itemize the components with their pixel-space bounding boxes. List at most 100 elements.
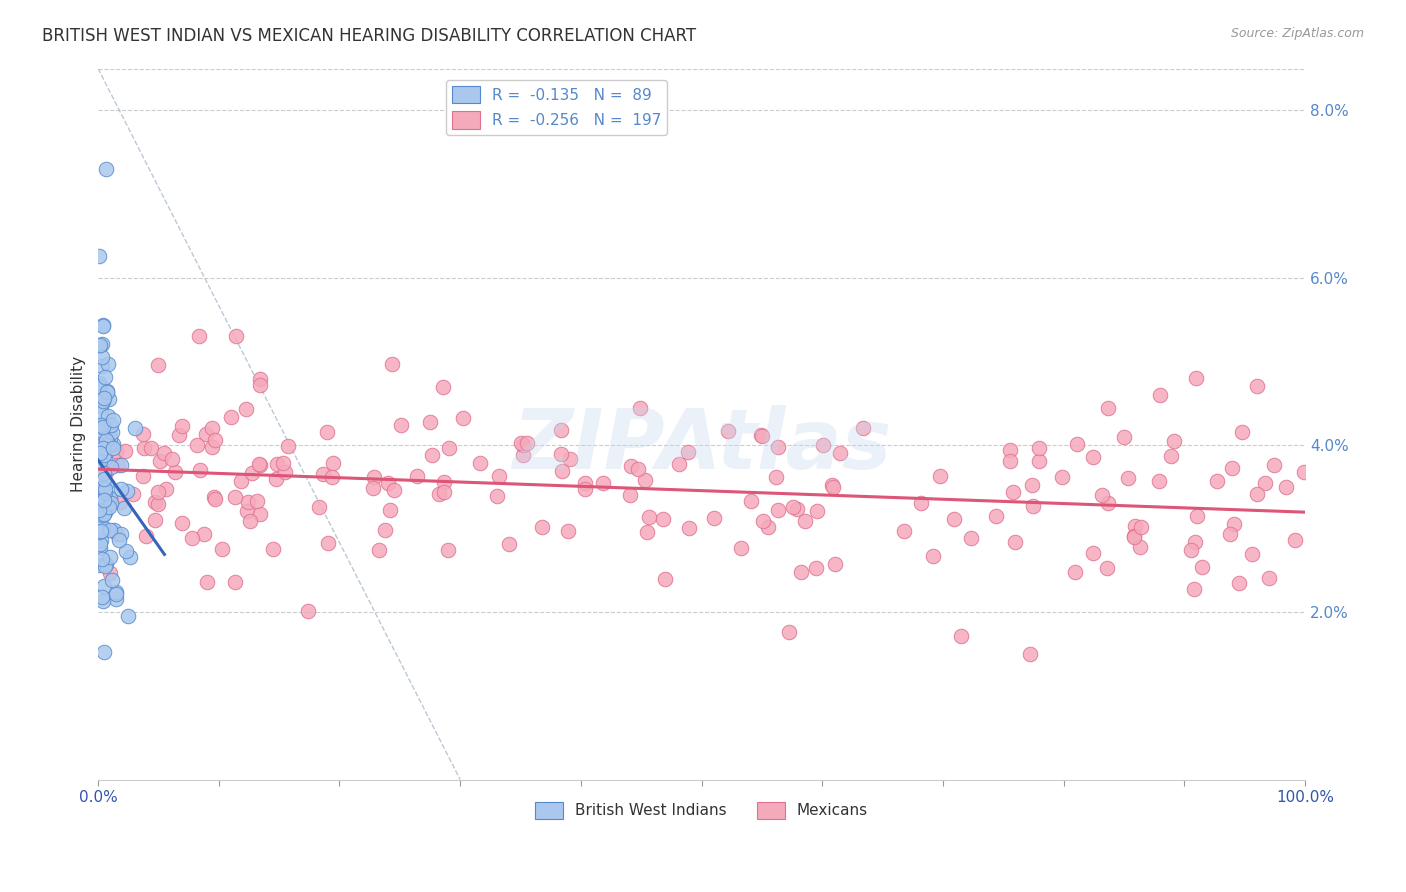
Point bbox=[89, 337, 111, 351]
Point bbox=[274, 466, 297, 480]
Point bbox=[620, 459, 643, 474]
Point bbox=[108, 495, 131, 509]
Point bbox=[219, 409, 242, 424]
Point bbox=[1163, 434, 1185, 448]
Point bbox=[751, 428, 773, 442]
Point bbox=[93, 508, 115, 522]
Point bbox=[488, 469, 510, 483]
Point bbox=[87, 504, 110, 518]
Point bbox=[91, 508, 114, 522]
Point bbox=[249, 507, 271, 521]
Point bbox=[101, 425, 124, 439]
Point bbox=[124, 421, 146, 435]
Point bbox=[112, 501, 135, 516]
Point bbox=[1097, 401, 1119, 416]
Point bbox=[90, 500, 112, 514]
Point bbox=[89, 454, 111, 468]
Point bbox=[1284, 533, 1306, 547]
Text: ZIPAtlas: ZIPAtlas bbox=[512, 405, 891, 486]
Point bbox=[97, 409, 120, 423]
Point bbox=[1095, 561, 1118, 575]
Point bbox=[806, 561, 828, 575]
Point bbox=[201, 420, 224, 434]
Point bbox=[110, 458, 132, 472]
Point bbox=[942, 512, 965, 526]
Point bbox=[297, 604, 319, 618]
Point bbox=[160, 451, 183, 466]
Point bbox=[100, 495, 122, 509]
Point bbox=[1097, 496, 1119, 510]
Point bbox=[224, 490, 246, 504]
Point bbox=[1275, 480, 1298, 494]
Point bbox=[96, 161, 118, 176]
Point bbox=[381, 358, 404, 372]
Point bbox=[765, 469, 787, 483]
Point bbox=[107, 458, 129, 473]
Point bbox=[1129, 540, 1152, 554]
Point bbox=[1187, 508, 1209, 523]
Point bbox=[949, 629, 972, 643]
Point bbox=[592, 476, 614, 491]
Point bbox=[94, 558, 117, 573]
Point bbox=[97, 438, 120, 452]
Point bbox=[98, 566, 121, 581]
Point bbox=[437, 441, 460, 455]
Point bbox=[89, 536, 111, 550]
Point bbox=[91, 359, 114, 373]
Point bbox=[498, 537, 520, 551]
Point bbox=[419, 415, 441, 429]
Point bbox=[240, 466, 263, 480]
Point bbox=[132, 427, 155, 442]
Point bbox=[998, 454, 1021, 468]
Point bbox=[91, 441, 114, 455]
Point bbox=[1112, 430, 1135, 444]
Point bbox=[98, 549, 121, 564]
Point bbox=[510, 436, 533, 450]
Point bbox=[90, 424, 112, 438]
Point bbox=[93, 645, 115, 659]
Point bbox=[93, 492, 115, 507]
Point bbox=[211, 542, 233, 557]
Point bbox=[204, 491, 226, 506]
Point bbox=[1241, 547, 1264, 561]
Point bbox=[1263, 458, 1285, 473]
Point bbox=[94, 370, 117, 384]
Point bbox=[236, 495, 259, 509]
Point bbox=[1230, 425, 1253, 439]
Point bbox=[374, 523, 396, 537]
Point bbox=[1219, 526, 1241, 541]
Point bbox=[1122, 528, 1144, 542]
Point bbox=[117, 609, 139, 624]
Point bbox=[382, 483, 405, 497]
Point bbox=[1191, 560, 1213, 574]
Point bbox=[558, 452, 581, 467]
Point bbox=[638, 509, 661, 524]
Point bbox=[89, 491, 111, 505]
Point bbox=[433, 484, 456, 499]
Point bbox=[1180, 543, 1202, 558]
Point bbox=[101, 437, 124, 451]
Point bbox=[235, 402, 257, 417]
Point bbox=[277, 438, 299, 452]
Point bbox=[90, 524, 112, 538]
Point bbox=[668, 457, 690, 471]
Point bbox=[202, 491, 225, 505]
Point bbox=[195, 574, 218, 589]
Point bbox=[1246, 487, 1268, 501]
Point bbox=[104, 591, 127, 606]
Point bbox=[922, 549, 945, 563]
Point bbox=[806, 503, 828, 517]
Point bbox=[132, 442, 155, 456]
Point bbox=[766, 503, 789, 517]
Point bbox=[1147, 474, 1170, 488]
Point bbox=[485, 489, 508, 503]
Point bbox=[273, 457, 295, 471]
Point bbox=[115, 543, 138, 558]
Point bbox=[619, 488, 641, 502]
Point bbox=[143, 495, 166, 509]
Point bbox=[752, 514, 775, 528]
Point bbox=[574, 475, 596, 490]
Point bbox=[363, 469, 385, 483]
Point bbox=[389, 418, 412, 433]
Point bbox=[786, 502, 808, 516]
